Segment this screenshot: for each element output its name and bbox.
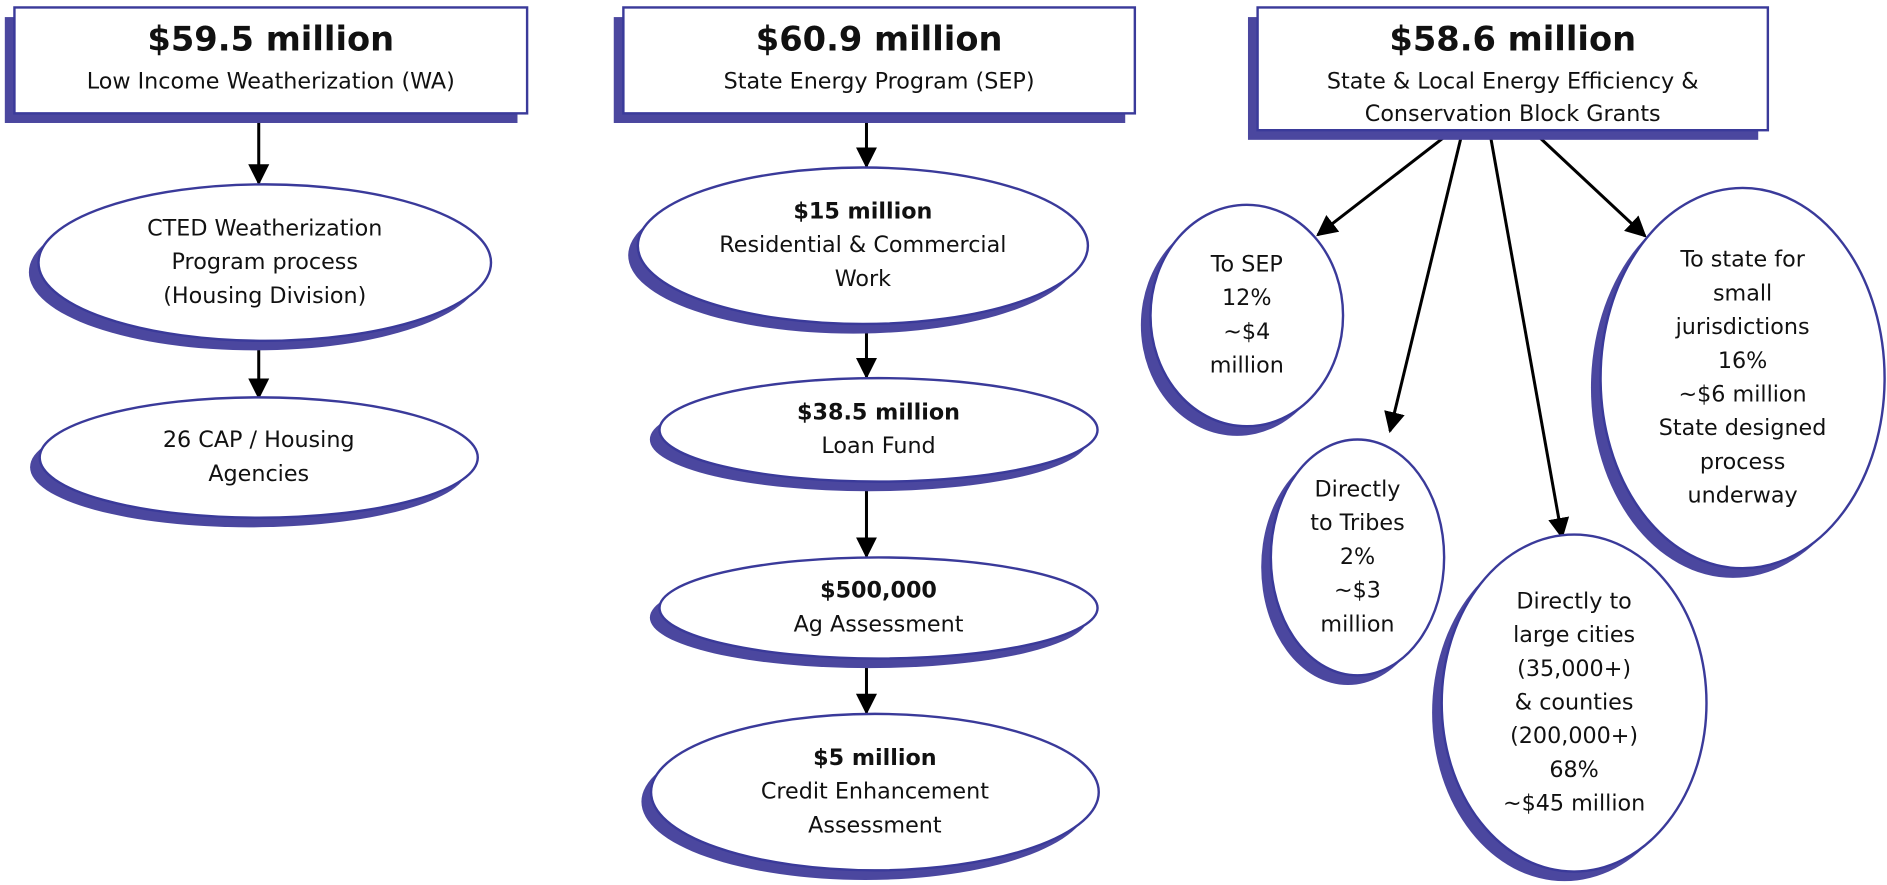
node-text: 26 CAP / Housing <box>163 427 355 453</box>
node-text: underway <box>1688 483 1798 509</box>
node-text: 2% <box>1340 544 1375 570</box>
node-text: large cities <box>1513 622 1635 648</box>
header-box <box>13 6 529 115</box>
node-text: 12% <box>1222 285 1271 311</box>
node-text: Agencies <box>208 461 309 487</box>
node-text: ~$4 <box>1223 319 1270 345</box>
node-text: ~$6 million <box>1679 381 1807 407</box>
node-amount: $38.5 million <box>797 400 960 426</box>
node <box>37 183 493 343</box>
node-text: (200,000+) <box>1510 723 1638 749</box>
node-text: ~$45 million <box>1503 791 1645 817</box>
node <box>1149 203 1345 428</box>
node-text: Ag Assessment <box>794 611 964 637</box>
header-amount: $60.9 million <box>756 20 1003 59</box>
node-text: 16% <box>1718 348 1767 374</box>
node-text: small <box>1713 280 1772 306</box>
header-label: Conservation Block Grants <box>1365 101 1661 127</box>
node-text: million <box>1320 611 1394 637</box>
node-text: Loan Fund <box>821 433 935 459</box>
node <box>1599 186 1886 570</box>
node <box>658 556 1099 660</box>
node-amount: $500,000 <box>820 578 937 604</box>
node-text: jurisdictions <box>1675 314 1810 340</box>
node-text: ~$3 <box>1334 578 1381 604</box>
header-label: State & Local Energy Efficiency & <box>1327 69 1699 95</box>
arrow <box>1316 131 1452 237</box>
header-box <box>1256 6 1770 132</box>
node-text: Directly to <box>1516 588 1631 614</box>
node-text: million <box>1210 353 1284 379</box>
node <box>38 396 479 519</box>
node-text: To SEP <box>1210 251 1283 277</box>
node <box>636 166 1090 326</box>
header-box <box>622 6 1137 115</box>
node-amount: $15 million <box>793 199 932 225</box>
node-text: Work <box>835 266 891 292</box>
node <box>649 712 1100 872</box>
node-text: to Tribes <box>1310 510 1404 536</box>
arrows <box>248 115 1647 715</box>
node-text: Directly <box>1315 477 1401 503</box>
node-text: Credit Enhancement <box>761 779 989 805</box>
column: $59.5 million Low Income Weatherization (… <box>4 6 529 528</box>
node <box>1440 533 1708 873</box>
node-text: Assessment <box>808 812 942 838</box>
header-amount: $59.5 million <box>147 20 394 59</box>
header-label: State Energy Program (SEP) <box>724 69 1035 95</box>
node-text: Residential & Commercial <box>719 232 1006 258</box>
node-text: & counties <box>1515 690 1634 716</box>
node-text: 68% <box>1549 757 1598 783</box>
node-text: State designed <box>1659 415 1827 441</box>
header-amount: $58.6 million <box>1389 20 1636 59</box>
column: $58.6 million State & Local Energy Effici… <box>1140 6 1886 882</box>
node <box>1269 438 1446 677</box>
arrow <box>1533 131 1647 238</box>
node-text: Program process <box>172 249 358 275</box>
node-text: To state for <box>1679 247 1805 273</box>
arrow <box>1384 132 1464 434</box>
node-text: CTED Weatherization <box>147 215 382 241</box>
header-label: Low Income Weatherization (WA) <box>87 69 455 95</box>
node-text: process <box>1700 449 1786 475</box>
node-text: (35,000+) <box>1517 656 1631 682</box>
arrow <box>1488 132 1570 540</box>
column: $60.9 million State Energy Program (SEP) $… <box>613 6 1137 880</box>
node-text: (Housing Division) <box>163 283 366 309</box>
node <box>658 376 1099 483</box>
node-amount: $5 million <box>813 745 937 771</box>
